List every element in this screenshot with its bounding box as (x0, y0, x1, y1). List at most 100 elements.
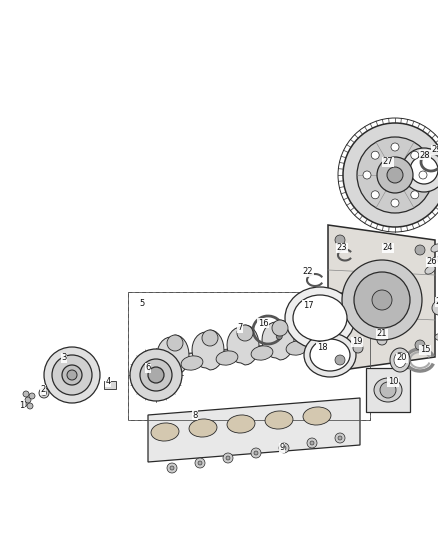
Polygon shape (262, 320, 294, 360)
Ellipse shape (435, 334, 438, 341)
Text: 5: 5 (139, 298, 145, 308)
Polygon shape (297, 315, 329, 355)
Polygon shape (104, 381, 116, 389)
Circle shape (363, 171, 371, 179)
Circle shape (27, 403, 33, 409)
Circle shape (276, 320, 282, 327)
Circle shape (279, 443, 289, 453)
Text: 25: 25 (436, 297, 438, 306)
Circle shape (202, 330, 218, 346)
Circle shape (223, 453, 233, 463)
Text: 9: 9 (279, 443, 285, 453)
Circle shape (254, 451, 258, 455)
Ellipse shape (304, 333, 356, 377)
Ellipse shape (181, 356, 203, 370)
Text: 23: 23 (337, 244, 347, 253)
Circle shape (140, 359, 172, 391)
Bar (128, 292, 370, 420)
Ellipse shape (321, 336, 343, 350)
Ellipse shape (394, 352, 406, 367)
Circle shape (377, 157, 413, 193)
Circle shape (25, 397, 31, 403)
Ellipse shape (431, 244, 438, 252)
Circle shape (372, 290, 392, 310)
Text: 3: 3 (61, 353, 67, 362)
Text: 19: 19 (352, 337, 362, 346)
Text: 17: 17 (303, 301, 313, 310)
Circle shape (415, 340, 425, 350)
Ellipse shape (265, 411, 293, 429)
Text: 27: 27 (383, 157, 393, 166)
Circle shape (432, 301, 438, 315)
Circle shape (282, 446, 286, 450)
Ellipse shape (293, 295, 347, 341)
Circle shape (377, 335, 387, 345)
Text: 16: 16 (258, 319, 268, 327)
Text: 26: 26 (427, 257, 437, 266)
Ellipse shape (437, 254, 438, 262)
Circle shape (402, 148, 438, 192)
Circle shape (415, 245, 425, 255)
Circle shape (44, 347, 100, 403)
Circle shape (307, 315, 323, 331)
Circle shape (21, 401, 27, 407)
Ellipse shape (216, 351, 238, 365)
Circle shape (167, 463, 177, 473)
Polygon shape (328, 225, 435, 372)
Circle shape (343, 123, 438, 227)
Circle shape (29, 393, 35, 399)
Circle shape (195, 458, 205, 468)
Circle shape (67, 370, 77, 380)
Circle shape (335, 235, 345, 245)
Polygon shape (192, 330, 224, 370)
Circle shape (419, 171, 427, 179)
Circle shape (335, 355, 345, 365)
Text: 21: 21 (377, 329, 387, 338)
Circle shape (198, 461, 202, 465)
Circle shape (42, 391, 46, 395)
Ellipse shape (251, 346, 273, 360)
Circle shape (307, 438, 317, 448)
Text: 29: 29 (432, 146, 438, 155)
Circle shape (354, 272, 410, 328)
Text: 1: 1 (19, 400, 25, 409)
Text: 24: 24 (383, 244, 393, 253)
Circle shape (353, 343, 363, 353)
Ellipse shape (151, 423, 179, 441)
Ellipse shape (227, 415, 255, 433)
Circle shape (371, 191, 379, 199)
Circle shape (237, 325, 253, 341)
Polygon shape (148, 398, 360, 462)
Polygon shape (366, 368, 410, 412)
Circle shape (272, 320, 288, 336)
Circle shape (410, 156, 438, 184)
Ellipse shape (285, 287, 355, 349)
Circle shape (391, 199, 399, 207)
Text: 6: 6 (145, 364, 151, 373)
Circle shape (170, 466, 174, 470)
Circle shape (39, 388, 49, 398)
Text: 2: 2 (40, 385, 46, 394)
Ellipse shape (374, 378, 402, 402)
Text: 20: 20 (397, 353, 407, 362)
Text: 4: 4 (106, 377, 111, 386)
Circle shape (371, 151, 379, 159)
Ellipse shape (310, 339, 350, 371)
Circle shape (357, 137, 433, 213)
Circle shape (167, 335, 183, 351)
Ellipse shape (189, 419, 217, 437)
Polygon shape (157, 335, 189, 375)
Ellipse shape (286, 341, 308, 355)
Text: 18: 18 (317, 343, 327, 351)
Polygon shape (227, 325, 259, 365)
Circle shape (226, 456, 230, 460)
Ellipse shape (425, 266, 435, 274)
Text: 10: 10 (388, 377, 398, 386)
Text: 7: 7 (237, 324, 243, 333)
Circle shape (411, 151, 419, 159)
Circle shape (310, 441, 314, 445)
Circle shape (251, 448, 261, 458)
Circle shape (276, 334, 282, 340)
Circle shape (148, 367, 164, 383)
Text: 8: 8 (192, 410, 198, 419)
